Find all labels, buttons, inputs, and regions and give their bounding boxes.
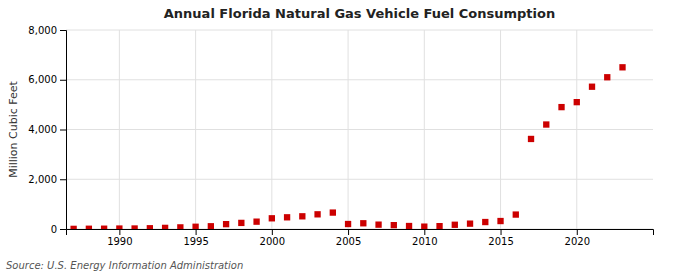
- tick: 2015: [488, 229, 513, 247]
- point: [147, 225, 153, 229]
- grid-line-y: [66, 30, 653, 31]
- tick: 2005: [336, 229, 361, 247]
- tick-mark: [348, 229, 349, 235]
- tick-mark: [60, 229, 66, 230]
- grid-line-y: [66, 129, 653, 130]
- tick-label: 2000: [260, 236, 285, 247]
- point: [391, 222, 397, 228]
- tick-label: 8,000: [28, 25, 57, 36]
- point: [131, 225, 137, 229]
- tick-label: 2005: [336, 236, 361, 247]
- point: [86, 226, 92, 229]
- tick: 2,000: [28, 174, 66, 185]
- tick-mark: [60, 30, 66, 31]
- grid: [66, 30, 653, 229]
- tick-label: 1990: [107, 236, 132, 247]
- tick-mark: [424, 229, 425, 235]
- point: [604, 74, 610, 80]
- point: [238, 220, 244, 226]
- point: [558, 104, 564, 110]
- tick: 0: [51, 224, 66, 235]
- grid-line-x: [500, 30, 501, 229]
- title: Annual Florida Natural Gas Vehicle Fuel …: [164, 6, 555, 21]
- tick-mark: [60, 179, 66, 180]
- point: [162, 225, 168, 229]
- tick-label: 4,000: [28, 124, 57, 135]
- chart: 1990 1995 2000 2005 2010 2015 2020 0 2,000 4,000 6…: [0, 0, 675, 275]
- tick: 4,000: [28, 124, 66, 135]
- grid-line-x: [348, 30, 349, 229]
- point: [345, 221, 351, 227]
- x-axis: 1990 1995 2000 2005 2010 2015 2020: [67, 229, 654, 247]
- point: [70, 226, 76, 229]
- axis-line: [67, 230, 654, 236]
- grid-line-x: [576, 30, 577, 229]
- tick-mark: [60, 80, 66, 81]
- grid-line-y: [66, 179, 653, 180]
- tick: 2010: [412, 229, 437, 247]
- y-axis: 0 2,000 4,000 6,000 8,000: [28, 25, 66, 235]
- tick: 2020: [565, 229, 590, 247]
- axis-line: [60, 31, 67, 230]
- tick-label: 0: [51, 224, 57, 235]
- point: [513, 211, 519, 217]
- point: [467, 220, 473, 226]
- y-axis-title: Million Cubic Feet: [7, 80, 20, 177]
- point: [482, 219, 488, 225]
- tick: 1995: [183, 229, 208, 247]
- grid-line-y: [66, 79, 653, 80]
- point: [208, 223, 214, 229]
- point: [269, 215, 275, 221]
- point: [101, 226, 107, 229]
- point: [543, 121, 549, 127]
- point: [299, 213, 305, 219]
- source-note: Source: U.S. Energy Information Administ…: [6, 260, 243, 271]
- tick-label: 1995: [183, 236, 208, 247]
- points: [70, 64, 625, 229]
- point: [497, 218, 503, 224]
- point: [192, 224, 198, 229]
- point: [619, 64, 625, 70]
- point: [223, 221, 229, 227]
- grid-line-x: [119, 30, 120, 229]
- point: [360, 220, 366, 226]
- point: [116, 225, 122, 229]
- point: [253, 218, 259, 224]
- point: [177, 224, 183, 229]
- grid-line-x: [271, 30, 272, 229]
- tick-label: 2010: [412, 236, 437, 247]
- tick: 2000: [260, 229, 285, 247]
- point: [330, 209, 336, 215]
- tick-mark: [60, 130, 66, 131]
- point: [406, 223, 412, 229]
- grid-line-x: [195, 30, 196, 229]
- point: [436, 223, 442, 229]
- tick-mark: [501, 229, 502, 235]
- tick-mark: [272, 229, 273, 235]
- point: [574, 99, 580, 105]
- tick-mark: [119, 229, 120, 235]
- point: [314, 211, 320, 217]
- tick-label: 2020: [565, 236, 590, 247]
- grid-line-x: [424, 30, 425, 229]
- tick-mark: [577, 229, 578, 235]
- tick: 8,000: [28, 25, 66, 36]
- plot-area: 1990 1995 2000 2005 2010 2015 2020 0 2,000 4,000 6…: [28, 25, 653, 247]
- tick-label: 6,000: [28, 74, 57, 85]
- tick: 6,000: [28, 74, 66, 85]
- tick: 1990: [107, 229, 132, 247]
- point: [421, 223, 427, 229]
- tick-mark: [196, 229, 197, 235]
- point: [528, 136, 534, 142]
- point: [375, 221, 381, 227]
- tick-label: 2015: [488, 236, 513, 247]
- point: [589, 84, 595, 90]
- point: [452, 222, 458, 228]
- tick-label: 2,000: [28, 174, 57, 185]
- point: [284, 214, 290, 220]
